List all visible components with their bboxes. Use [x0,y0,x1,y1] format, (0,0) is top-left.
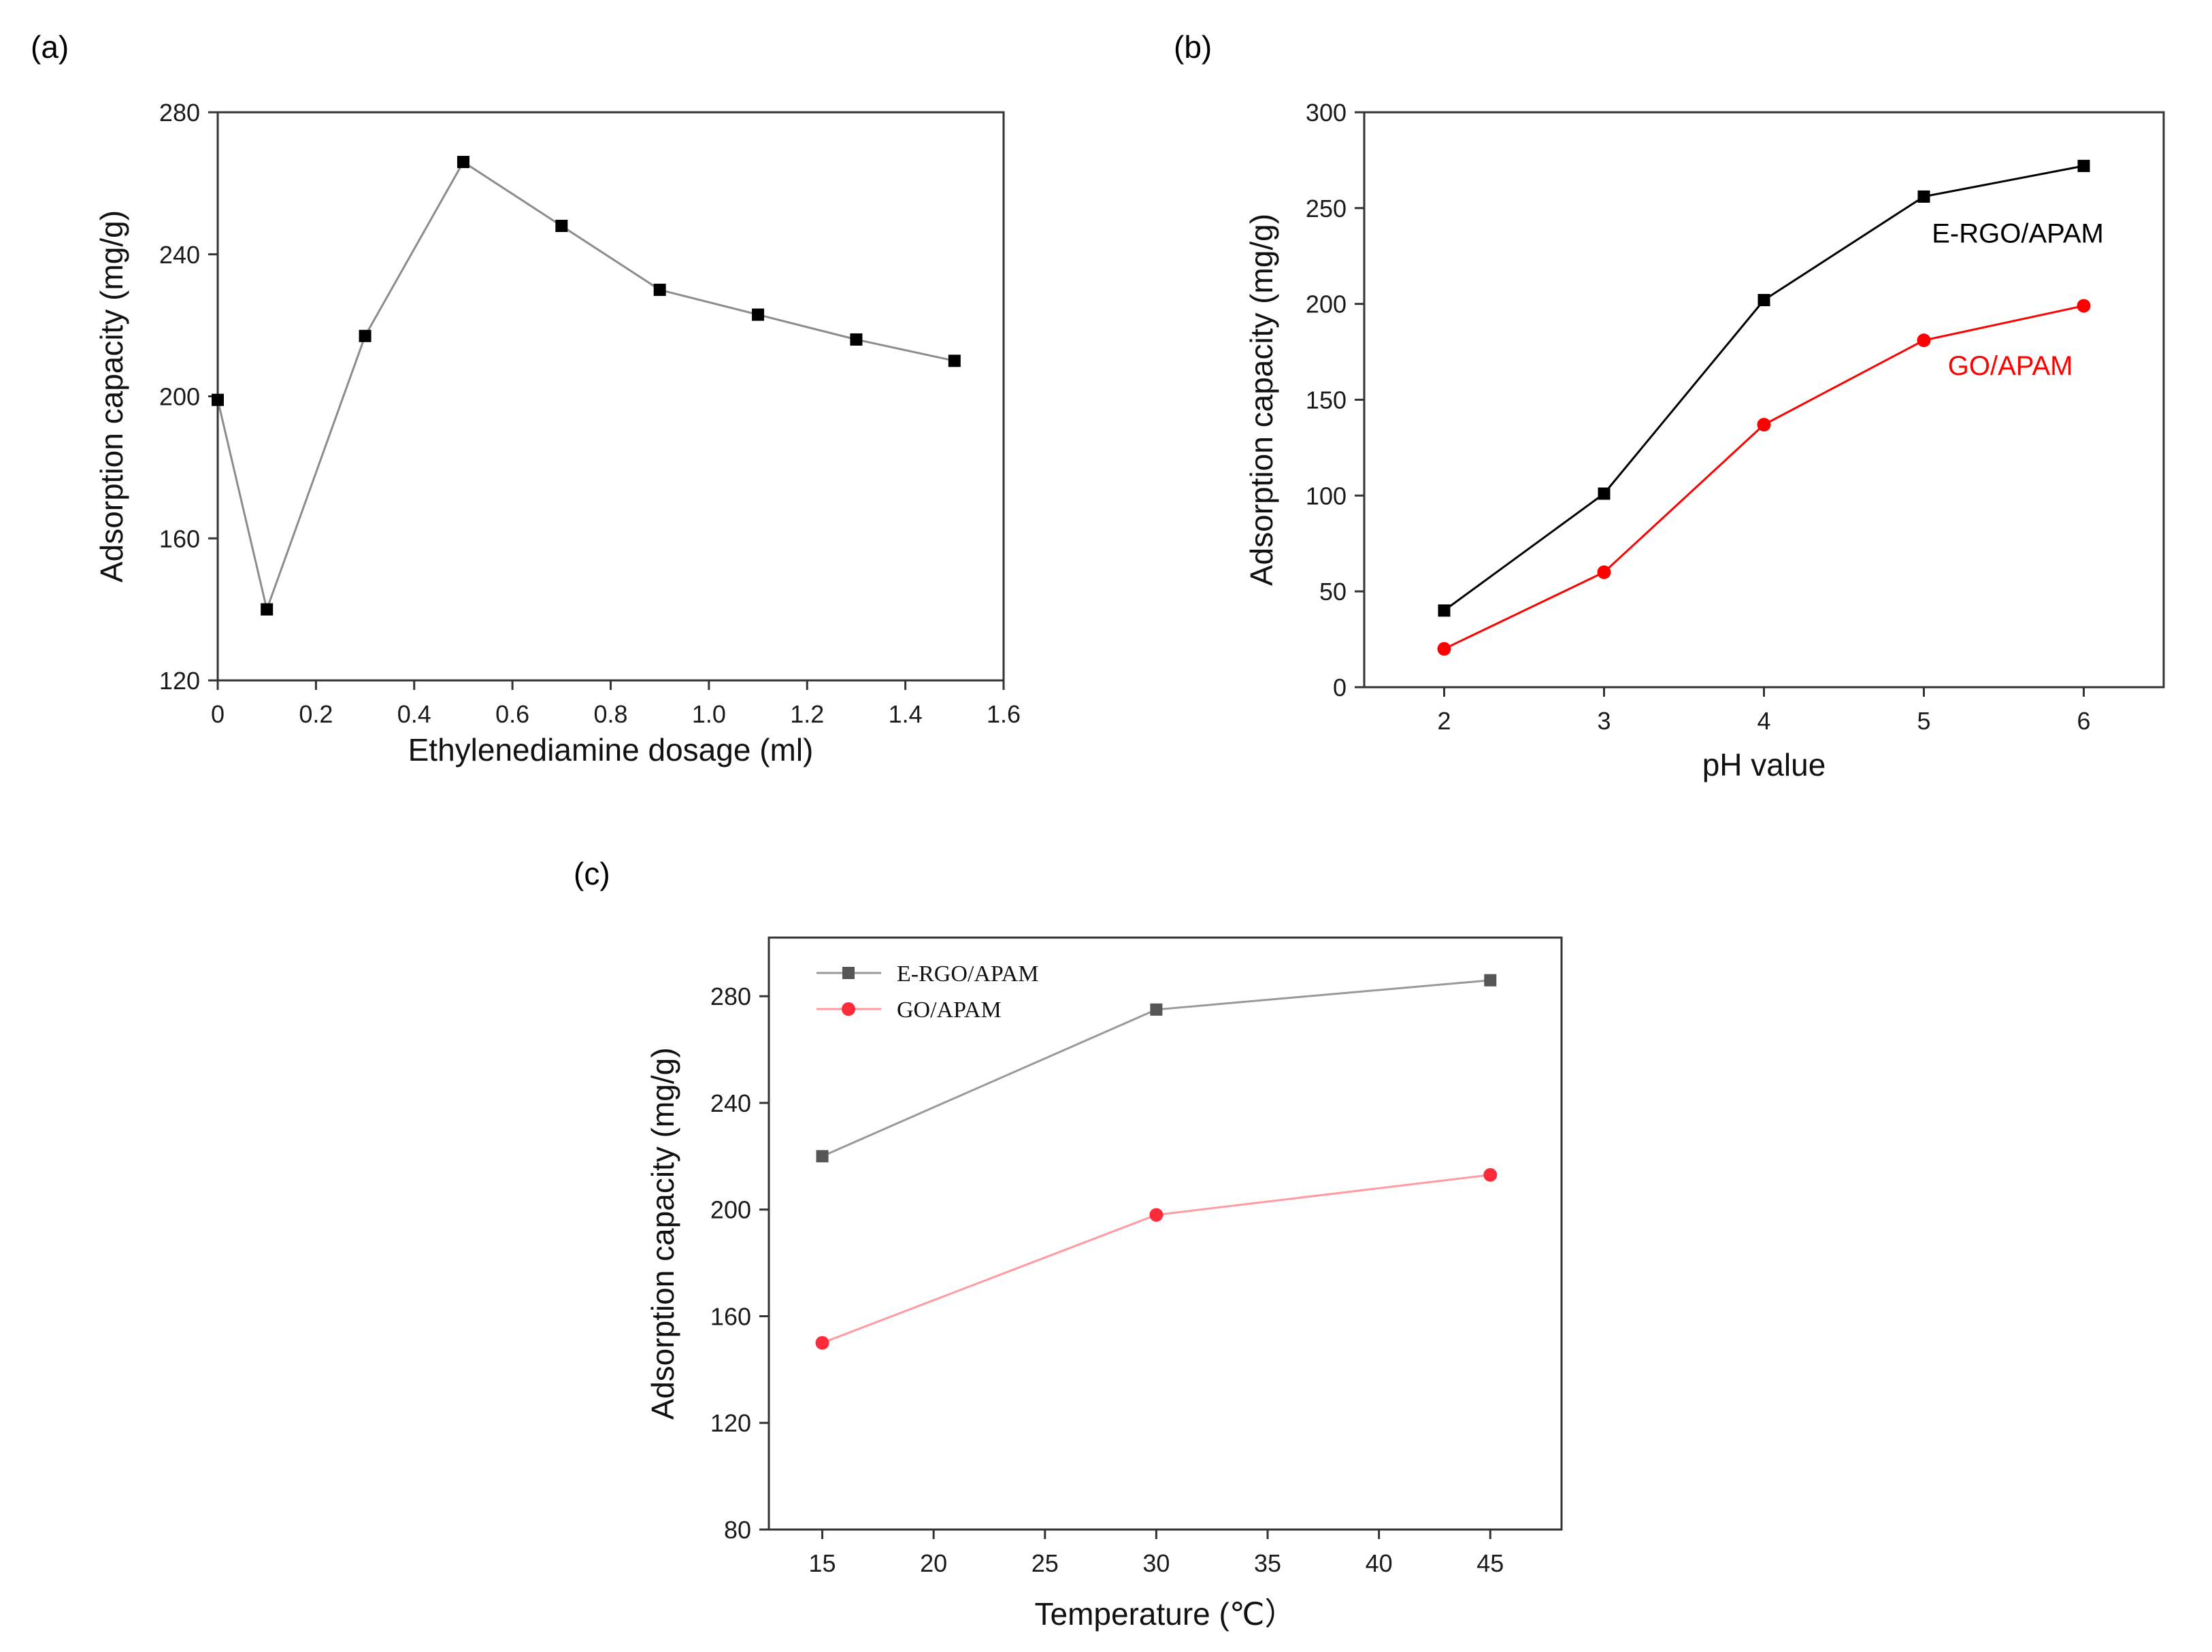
x-tick-label: 0.8 [593,700,627,728]
x-tick-label: 1.4 [889,700,923,728]
y-tick-label: 100 [1306,482,1347,510]
data-point [2077,159,2090,172]
y-tick-label: 0 [1333,674,1347,701]
y-tick-label: 300 [1306,99,1347,127]
panel-label: (b) [1174,29,1212,65]
data-point [359,329,372,342]
panel-label: (c) [574,856,610,891]
x-axis-title: Temperature (℃） [1035,1596,1296,1632]
x-tick-label: 15 [809,1549,836,1577]
data-point [816,1150,829,1163]
y-tick-label: 160 [159,525,200,552]
data-point [653,283,666,296]
series-line-go-apam [822,1174,1491,1344]
x-tick-label: 2 [1437,707,1451,735]
data-point [261,603,274,616]
legend-marker [842,1002,855,1016]
y-axis-title: Adsorption capacity (mg/g) [94,210,129,582]
x-tick-label: 0.2 [299,700,333,728]
y-tick-label: 200 [159,383,200,411]
data-point [457,156,469,169]
data-point [1598,487,1611,500]
y-tick-label: 200 [1306,291,1347,318]
x-tick-label: 3 [1597,707,1611,735]
y-tick-label: 280 [710,982,751,1010]
series-line-data [216,160,955,613]
x-tick-label: 1.6 [987,700,1021,728]
x-tick-label: 35 [1254,1549,1281,1577]
y-tick-label: 200 [710,1196,751,1224]
y-tick-label: 160 [710,1302,751,1330]
x-tick-label: 5 [1917,707,1930,735]
x-tick-label: 0.4 [397,700,431,728]
panel-c: (c) 15 20 25 30 35 40 45 80 120 160 200 240 280 Temper… [574,856,1563,1632]
data-point [752,308,765,321]
legend-label: E-RGO/APAM [897,961,1038,987]
data-point [1597,565,1611,579]
data-point [555,220,568,232]
y-tick-label: 80 [724,1516,751,1544]
data-point [1438,604,1451,617]
x-tick-label: 4 [1757,707,1770,735]
x-tick-label: 6 [2077,707,2090,735]
x-axis-title: pH value [1702,747,1826,782]
x-tick-label: 30 [1142,1549,1170,1577]
y-tick-label: 240 [710,1089,751,1117]
plot-frame [767,936,1563,1531]
x-tick-label: 20 [920,1549,947,1577]
data-point [1917,190,1930,203]
x-tick-label: 25 [1031,1549,1059,1577]
series-annotation: GO/APAM [1948,351,2073,381]
data-point [212,393,224,406]
y-tick-label: 120 [159,667,200,695]
y-tick-label: 280 [159,99,200,127]
plot-frame [1363,111,2165,689]
legend-marker [842,967,855,979]
series-annotation: E-RGO/APAM [1932,219,2104,249]
y-axis-title: Adsorption capacity (mg/g) [1244,214,1279,586]
x-tick-label: 1.0 [692,700,726,728]
plot-frame [216,111,1005,682]
data-point [1757,294,1770,307]
y-tick-label: 240 [159,241,200,269]
data-point [815,1336,829,1350]
panel-a: (a) 0 0.2 0.4 0.6 0.8 1.0 1.2 1.4 1.6 120 160 200 240… [31,29,1021,767]
data-point [1437,642,1451,656]
x-tick-label: 45 [1476,1549,1504,1577]
x-axis-title: Ethylenediamine dosage (ml) [408,732,814,767]
data-point [1149,1208,1163,1222]
y-tick-label: 150 [1306,386,1347,414]
y-tick-label: 120 [710,1409,751,1437]
data-point [1483,1168,1498,1182]
data-point [1150,1003,1163,1016]
data-point [1917,333,1931,348]
x-tick-label: 0.6 [495,700,529,728]
panel-b: (b) 2 3 4 5 6 0 50 100 150 200 250 300 pH value Adsorp… [1174,29,2165,782]
legend-label: GO/APAM [897,997,1002,1023]
data-point [2077,299,2091,313]
y-axis-title: Adsorption capacity (mg/g) [645,1047,680,1419]
data-point [850,333,863,346]
y-tick-label: 50 [1319,578,1347,606]
x-tick-label: 0 [211,700,225,728]
x-tick-label: 1.2 [790,700,824,728]
data-point [1484,974,1497,987]
data-point [948,354,961,367]
panel-label: (a) [31,29,69,65]
x-tick-label: 40 [1366,1549,1393,1577]
data-point [1757,418,1771,432]
y-tick-label: 250 [1306,195,1347,222]
